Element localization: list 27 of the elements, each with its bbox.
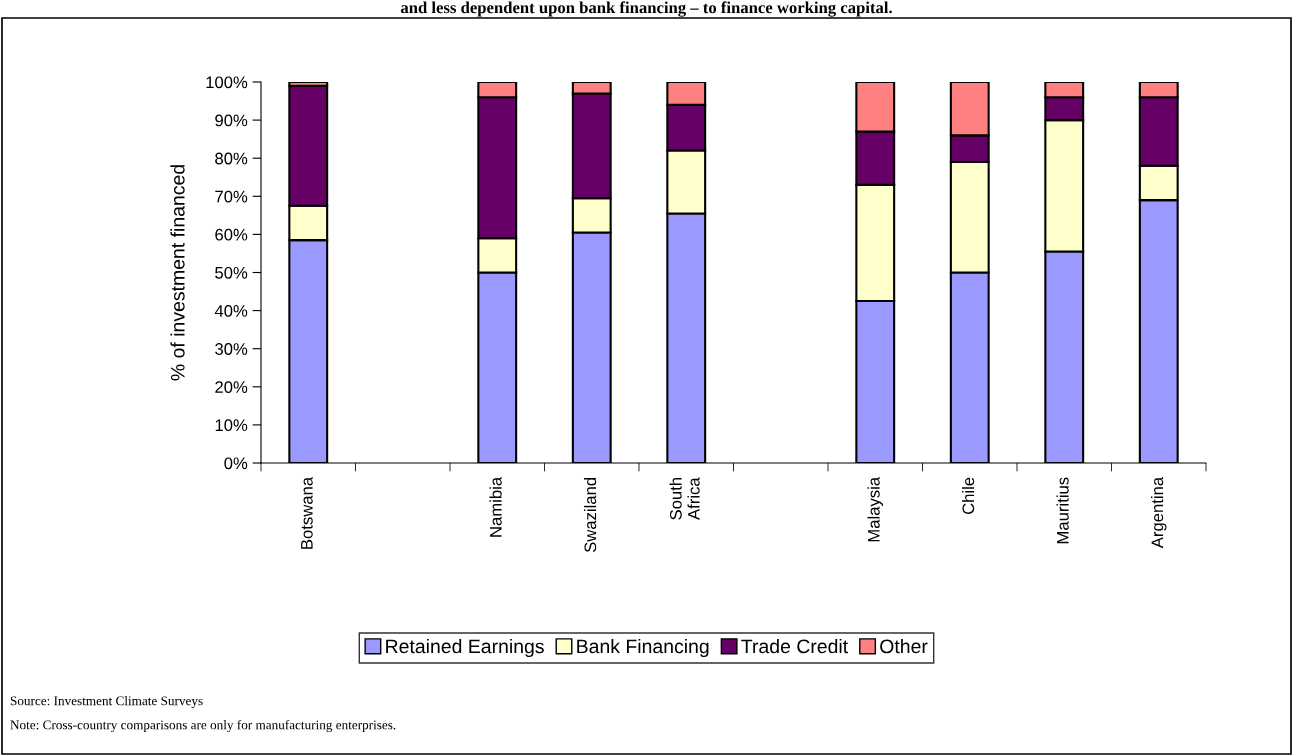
- legend-label: Trade Credit: [741, 638, 848, 654]
- y-tick-label: 10%: [215, 419, 248, 432]
- y-tick-label: 60%: [215, 228, 248, 241]
- x-tick-label: Botswana: [301, 476, 313, 549]
- x-tick-label: Namibia: [489, 476, 502, 537]
- y-tick-label: 20%: [215, 381, 248, 393]
- x-tick-label: Swaziland: [583, 477, 597, 553]
- y-tick-label: 50%: [215, 266, 248, 279]
- y-tick-label: 30%: [215, 343, 248, 355]
- y-tick-label: 100%: [206, 76, 248, 89]
- x-tick-label: Malaysia: [867, 476, 884, 542]
- y-tick-label: 0%: [224, 457, 248, 470]
- x-tick-label: Mauritius: [1056, 477, 1069, 544]
- chart-title: and less dependent upon bank financing – to finance working capital.: [400, 1, 892, 17]
- text: Note: Cross-country comparisons are only for manufacturing enterprises.: [10, 719, 396, 733]
- x-tick-label: Chile: [961, 477, 975, 515]
- legend-label: Other: [880, 638, 928, 654]
- y-tick-label: 90%: [215, 114, 248, 127]
- x-tick-label: South Africa: [669, 477, 700, 520]
- source-note: Source: Investment Climate Surveys: [10, 696, 203, 708]
- y-tick-label: 80%: [215, 152, 248, 165]
- x-tick-label: Argentina: [1150, 476, 1167, 549]
- y-tick-label: 40%: [214, 305, 248, 317]
- y-axis-title: % of investment financed: [170, 165, 185, 381]
- legend-label: Retained Earnings: [386, 638, 544, 658]
- y-tick-label: 70%: [215, 190, 248, 203]
- legend-label: Bank Financing: [577, 638, 709, 658]
